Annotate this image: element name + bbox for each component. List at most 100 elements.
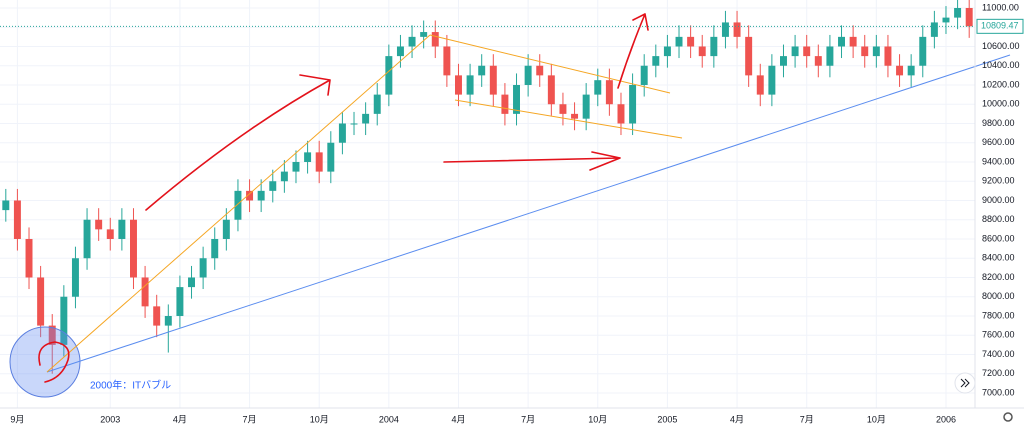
candle-body — [710, 36, 718, 57]
y-tick-label: 10200.00 — [982, 79, 1020, 89]
candle-body — [478, 65, 486, 76]
trend-line — [46, 54, 1011, 373]
x-tick-label: 4月 — [451, 414, 465, 424]
x-tick-label: 2003 — [100, 414, 120, 424]
candle-body — [211, 238, 219, 259]
candle-body — [524, 65, 532, 85]
candle-body — [431, 32, 439, 47]
candle-body — [2, 200, 10, 211]
candle-body — [896, 65, 904, 76]
candle-body — [48, 325, 56, 345]
x-tick-label: 10月 — [867, 414, 886, 424]
x-tick-label: 4月 — [730, 414, 744, 424]
scroll-button[interactable] — [954, 372, 976, 394]
x-tick-label: 7月 — [521, 414, 535, 424]
candle-body — [965, 7, 973, 27]
candle-body — [687, 36, 695, 47]
candle-body — [501, 94, 509, 114]
candle-body — [292, 161, 300, 172]
annotation: 2000年：ITバブル — [90, 379, 171, 392]
arrows — [38, 13, 649, 383]
y-tick-label: 9200.00 — [982, 176, 1015, 186]
trend-line — [454, 99, 683, 139]
candle-body — [849, 36, 857, 47]
candle-body — [141, 277, 149, 307]
x-tick-label: 10月 — [588, 414, 607, 424]
candle-body — [338, 123, 346, 143]
candle-body — [455, 75, 462, 95]
arrow — [145, 74, 331, 211]
y-tick-label: 7600.00 — [982, 330, 1015, 340]
candle-body — [594, 80, 602, 95]
candle-body — [13, 200, 21, 239]
y-tick-label: 9400.00 — [982, 156, 1015, 166]
candle-body — [385, 56, 393, 95]
candle-body — [675, 36, 683, 47]
candle-body — [756, 75, 764, 95]
trend-line — [46, 34, 431, 373]
x-tick-label: 2006 — [936, 414, 956, 424]
x-tick-label: 9月 — [10, 414, 24, 424]
candle-body — [954, 7, 962, 18]
candle-body — [443, 46, 451, 76]
candle-body — [315, 152, 323, 172]
candle-body — [536, 65, 544, 76]
candle-body — [780, 56, 787, 66]
candle-body — [408, 36, 416, 47]
trend-line — [429, 34, 671, 94]
y-tick-label: 9600.00 — [982, 137, 1015, 147]
x-tick-label: 2005 — [657, 414, 677, 424]
candle-body — [884, 46, 892, 66]
candle-body — [559, 104, 567, 114]
candle-body — [25, 238, 33, 278]
candle-body — [640, 65, 648, 85]
highlight-circle — [9, 326, 81, 398]
candle-body — [861, 46, 869, 57]
candle-body — [362, 113, 370, 124]
candle-body — [37, 277, 45, 326]
y-tick-label: 7200.00 — [982, 368, 1015, 378]
candle-body — [513, 84, 520, 114]
candle-body — [60, 296, 68, 345]
scribble — [38, 341, 70, 383]
candle-body — [930, 22, 938, 37]
candle-body — [188, 277, 195, 288]
candle-body — [304, 152, 312, 162]
y-tick-label: 8400.00 — [982, 253, 1015, 263]
candle-body — [234, 190, 242, 220]
candles — [2, 0, 973, 374]
candle-body — [733, 22, 741, 37]
candle-body — [907, 65, 915, 76]
y-tick-label: 7000.00 — [982, 387, 1015, 397]
y-tick-label: 8800.00 — [982, 214, 1015, 224]
candle-body — [199, 258, 207, 278]
y-tick-label: 10400.00 — [982, 60, 1020, 70]
candle-body — [652, 56, 660, 66]
y-tick-label: 8000.00 — [982, 291, 1015, 301]
candle-body — [95, 219, 103, 230]
y-tick-label: 7400.00 — [982, 349, 1015, 359]
candle-body — [872, 46, 880, 57]
candle-body — [721, 22, 729, 37]
settings-icon[interactable] — [1003, 412, 1013, 422]
y-tick-label: 10600.00 — [982, 41, 1020, 51]
candle-body — [919, 36, 927, 66]
y-tick-label: 9000.00 — [982, 195, 1015, 205]
candle-body — [350, 123, 358, 125]
candle-body — [164, 315, 172, 326]
candle-body — [768, 65, 776, 95]
candle-body — [269, 181, 277, 191]
icon — [960, 378, 970, 388]
x-tick-label: 4月 — [173, 414, 187, 424]
candle-body — [420, 32, 428, 37]
x-tick-label: 7月 — [800, 414, 814, 424]
candle-body — [153, 306, 161, 326]
candle-body — [791, 46, 799, 57]
candle-body — [83, 219, 91, 259]
candle-body — [130, 219, 137, 278]
candle-body — [466, 75, 474, 95]
arrow — [443, 151, 621, 171]
candle-body — [663, 46, 671, 57]
x-tick-label: 7月 — [243, 414, 257, 424]
